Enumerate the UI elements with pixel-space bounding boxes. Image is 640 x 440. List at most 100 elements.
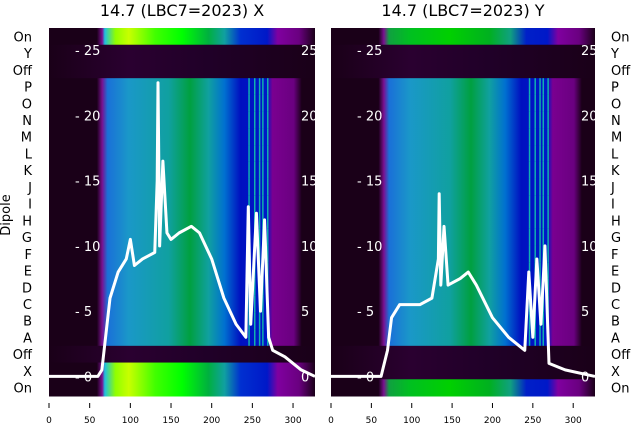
heatmap-stripe — [534, 145, 536, 163]
heatmap-stripe — [253, 111, 256, 129]
inner-y-tick-label-right: 5 — [581, 305, 589, 320]
heatmap-stripe — [534, 111, 536, 129]
inner-y-tick-label-right: 20 — [301, 109, 318, 124]
heatmap-stripe — [267, 178, 269, 196]
row-label: On — [611, 382, 629, 397]
inner-y-tick-label: - 15 — [75, 175, 100, 190]
heatmap-row — [49, 28, 315, 46]
heatmap-stripe — [528, 195, 531, 213]
heatmap-stripe — [534, 329, 536, 347]
inner-y-tick-label-right: 25 — [581, 44, 598, 59]
x-tick-label: 200 — [203, 416, 220, 426]
inner-y-tick-label: - 20 — [357, 109, 382, 124]
heatmap-row — [49, 145, 315, 163]
row-label: Off — [13, 64, 33, 79]
row-label: G — [611, 231, 621, 246]
heatmap-stripe — [262, 128, 264, 146]
heatmap-stripe — [267, 145, 269, 163]
row-label: K — [611, 164, 620, 179]
row-label: C — [23, 298, 32, 313]
inner-y-tick-label-right: 15 — [301, 175, 318, 190]
heatmap-stripe — [539, 178, 541, 196]
heatmap-stripe — [539, 111, 541, 129]
row-label: On — [611, 30, 629, 45]
x-tick-label: 0 — [328, 416, 334, 426]
heatmap-row — [331, 145, 595, 163]
heatmap-row — [49, 345, 315, 364]
heatmap-stripe — [547, 178, 549, 196]
heatmap-stripe — [258, 94, 261, 113]
heatmap-stripe — [253, 78, 256, 96]
row-label: Off — [611, 348, 631, 363]
heatmap-stripe — [262, 212, 264, 230]
heatmap-stripe — [253, 178, 256, 196]
heatmap-stripe — [534, 212, 536, 230]
heatmap-stripe — [253, 278, 256, 297]
row-label: O — [22, 97, 32, 112]
heatmap-stripe — [262, 94, 264, 113]
row-label: G — [22, 231, 32, 246]
signal-line — [331, 192, 596, 378]
heatmap-stripe — [542, 228, 545, 246]
x-tick-label: 300 — [284, 416, 301, 426]
inner-y-tick-label: - 25 — [357, 44, 382, 59]
row-label: L — [611, 147, 619, 162]
heatmap-row — [49, 262, 315, 280]
heatmap-row — [49, 128, 315, 146]
heatmap-stripe — [248, 161, 250, 180]
heatmap-stripe — [542, 161, 545, 180]
x-tick-label: 50 — [84, 416, 96, 426]
row-label: Y — [23, 47, 32, 62]
heatmap-stripe — [258, 111, 261, 129]
heatmap-stripe — [267, 228, 269, 246]
heatmap-stripe — [542, 145, 545, 163]
heatmap-stripe — [539, 245, 541, 263]
row-label: N — [22, 114, 32, 129]
heatmap-stripe — [528, 78, 531, 96]
signal-line — [49, 81, 316, 378]
row-label: N — [611, 114, 621, 129]
heatmap-stripe — [547, 145, 549, 163]
row-label: E — [24, 265, 32, 280]
heatmap-stripe — [547, 195, 549, 213]
heatmap-stripe — [542, 329, 545, 347]
heatmap-stripe — [267, 128, 269, 146]
heatmap-stripe — [539, 145, 541, 163]
heatmap-stripe — [539, 78, 541, 96]
heatmap-row — [331, 278, 595, 297]
heatmap-stripe — [547, 262, 549, 280]
heatmap-stripe — [262, 178, 264, 196]
inner-y-tick-label-right: 20 — [581, 109, 598, 124]
heatmap-row — [49, 362, 315, 380]
heatmap-stripe — [528, 245, 531, 263]
heatmap-stripe — [253, 195, 256, 213]
heatmap-stripe — [539, 128, 541, 146]
row-label: On — [14, 30, 32, 45]
heatmap-stripe — [547, 278, 549, 297]
inner-y-tick-label: - 20 — [75, 109, 100, 124]
heatmap-stripe — [248, 195, 250, 213]
heatmap-stripe — [258, 178, 261, 196]
heatmap-stripe — [258, 329, 261, 347]
heatmap-stripe — [528, 161, 531, 180]
heatmap-stripe — [248, 78, 250, 96]
heatmap-stripe — [267, 78, 269, 96]
heatmap-stripe — [539, 228, 541, 246]
heatmap-stripe — [528, 312, 531, 330]
inner-y-tick-label: - 25 — [75, 44, 100, 59]
heatmap-stripe — [539, 195, 541, 213]
heatmap-stripe — [547, 212, 549, 230]
heatmap-stripe — [267, 94, 269, 113]
inner-y-tick-label: - 10 — [75, 240, 100, 255]
row-label: I — [611, 198, 615, 213]
heatmap-stripe — [267, 245, 269, 263]
row-label: B — [23, 315, 32, 330]
inner-y-tick-label: - 15 — [357, 175, 382, 190]
heatmap-row — [49, 61, 315, 79]
heatmap-stripe — [547, 111, 549, 129]
y-axis-label: Dipole — [0, 194, 14, 235]
heatmap-stripe — [248, 128, 250, 146]
panel-y: 14.7 (LBC7=2023) Y On Y Off PONMLKJIHGFEDCBA… — [328, 1, 631, 426]
heatmap-stripe — [253, 312, 256, 330]
row-label: X — [611, 365, 620, 380]
